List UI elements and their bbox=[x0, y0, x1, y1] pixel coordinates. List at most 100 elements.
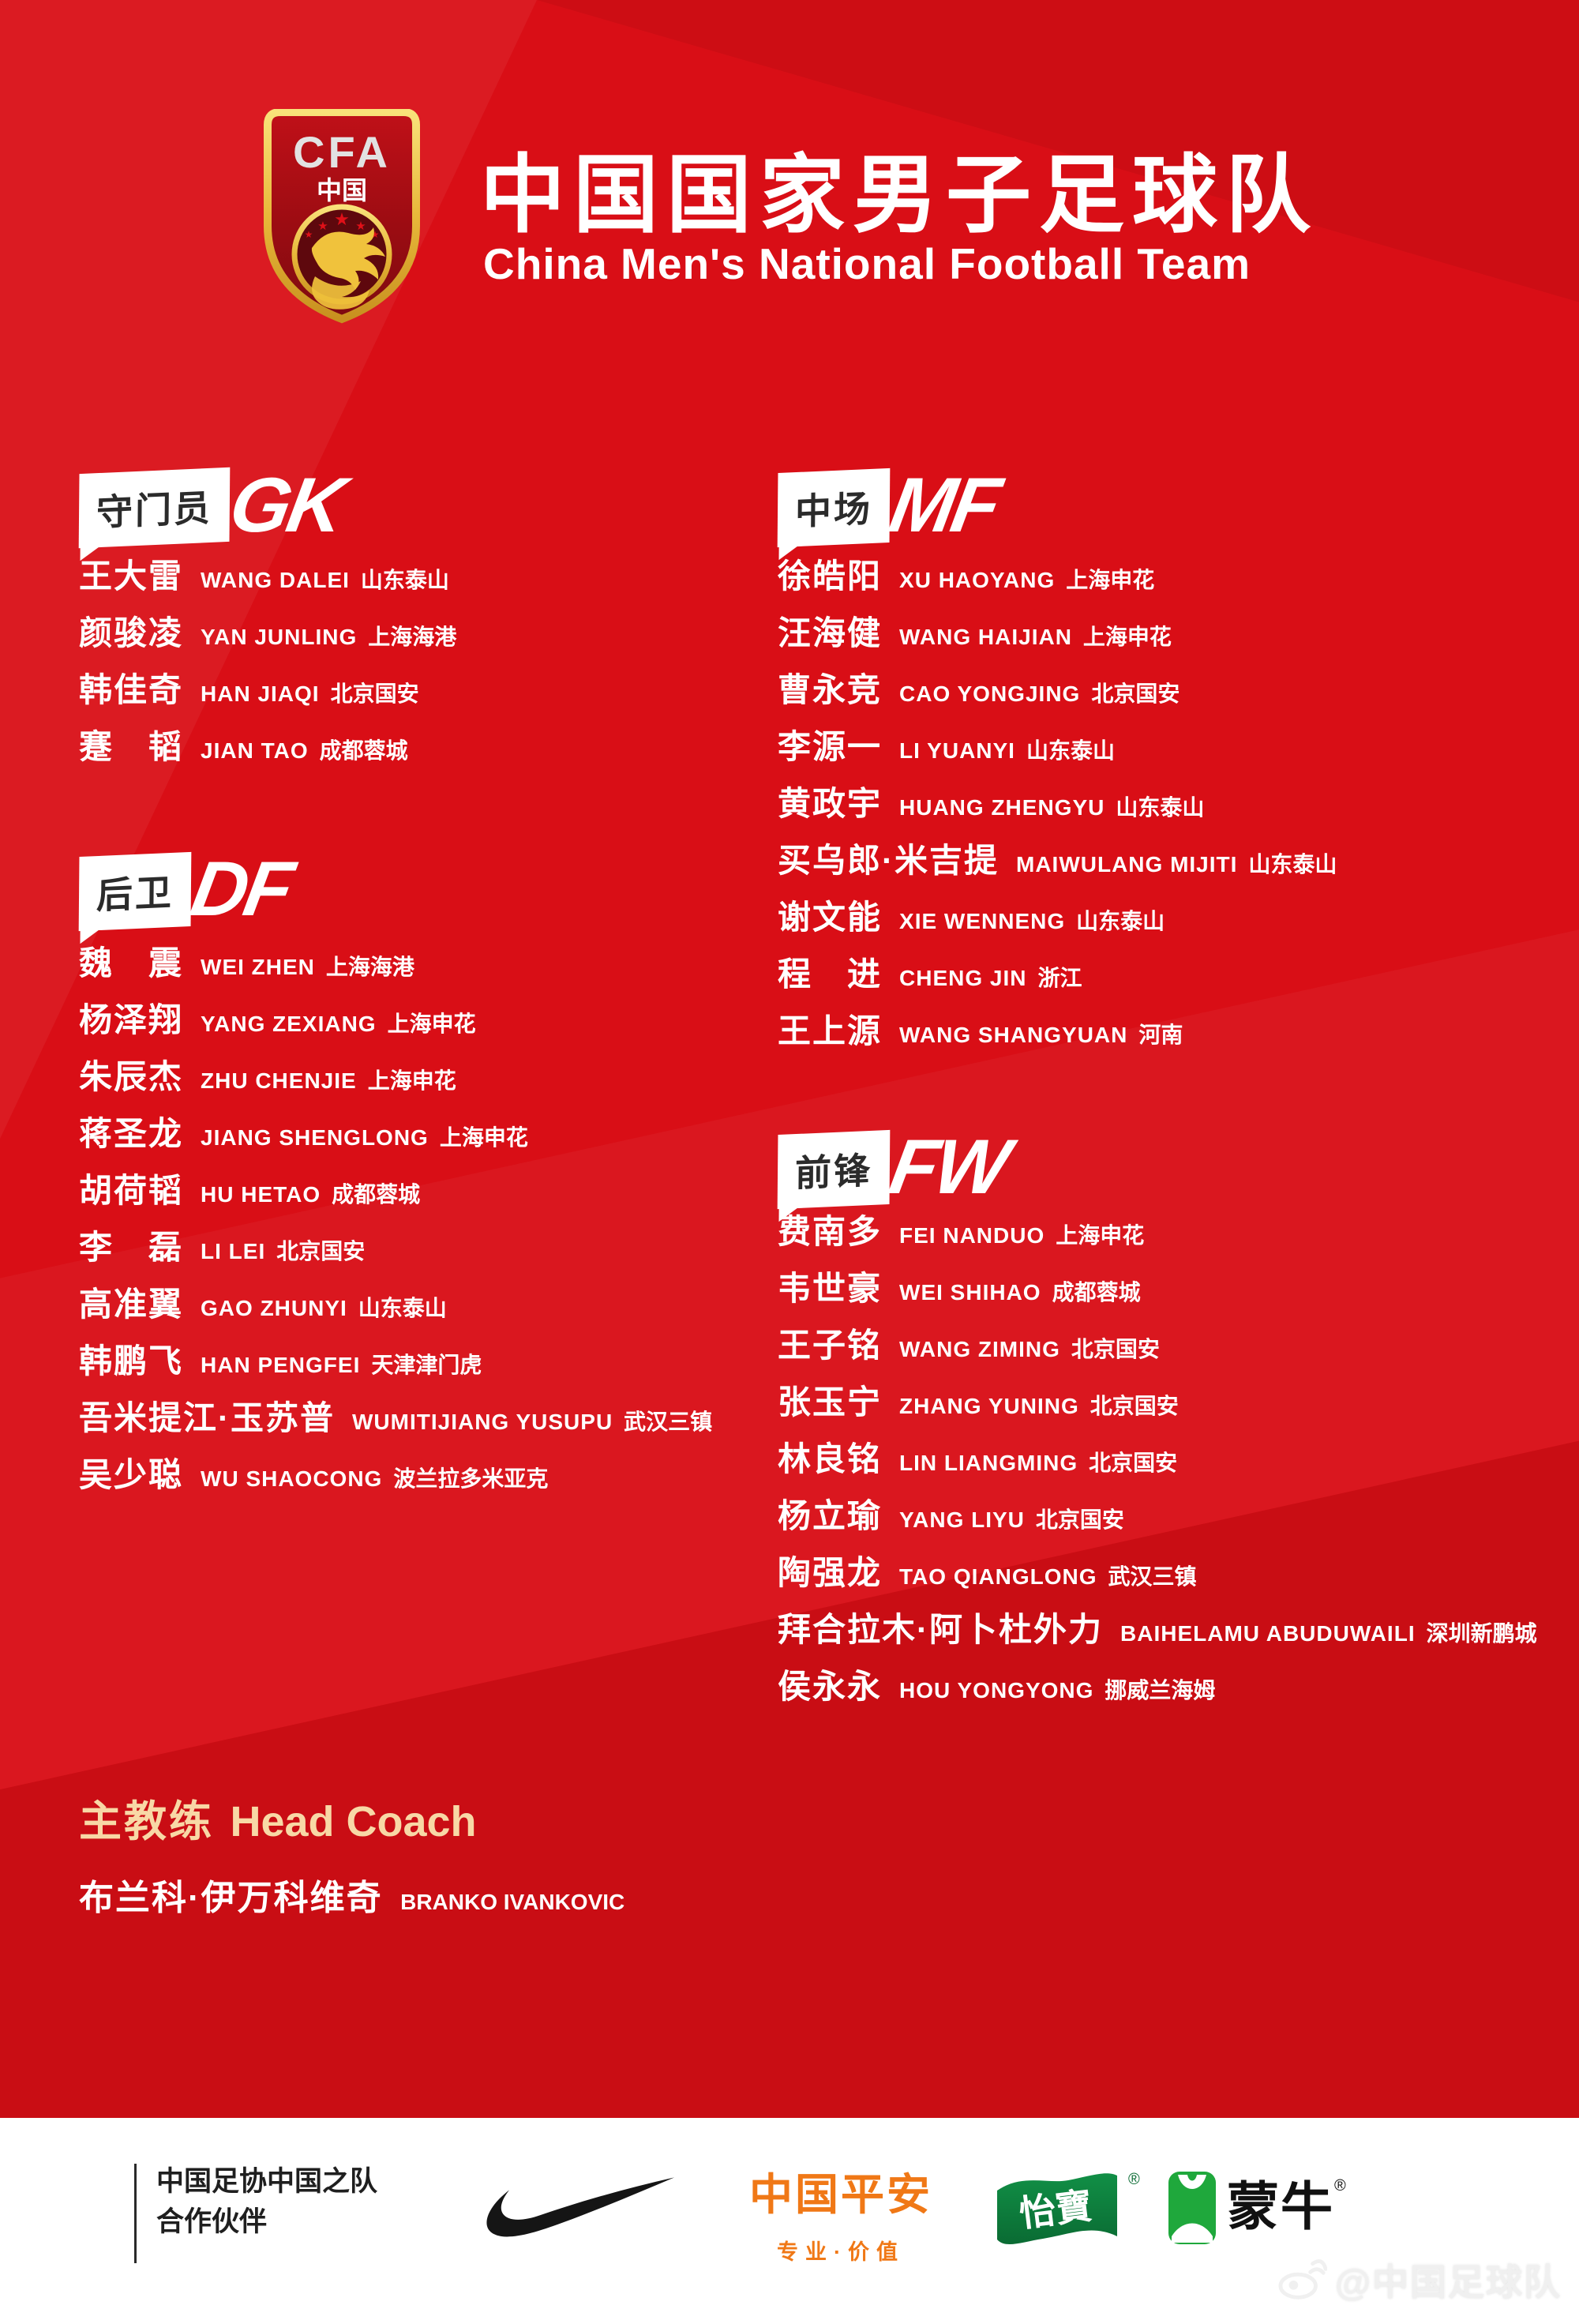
player-name-pinyin: YANG ZEXIANG bbox=[201, 1012, 377, 1036]
sponsor-footer: 中国足协中国之队 合作伙伴 中国平安 专业·价值 怡寶 ® bbox=[0, 2118, 1579, 2324]
section-label-df: 后卫 bbox=[78, 851, 192, 932]
player-name-cn: 朱辰杰 bbox=[79, 1058, 184, 1095]
player-club: 武汉三镇 bbox=[624, 1410, 713, 1434]
player-name-cn: 韩佳奇 bbox=[79, 671, 184, 708]
weibo-watermark: @中国足球队 bbox=[1278, 2254, 1562, 2306]
player-name-cn: 林良铭 bbox=[778, 1440, 883, 1477]
page-subtitle: China Men's National Football Team bbox=[483, 239, 1251, 288]
watermark-handle: @中国足球队 bbox=[1335, 2262, 1562, 2303]
player-name-cn: 韦世豪 bbox=[778, 1270, 883, 1307]
player-row: 张玉宁 ZHANG YUNING 北京国安 bbox=[778, 1374, 1537, 1431]
player-name-pinyin: HU HETAO bbox=[201, 1182, 321, 1207]
player-row: 韦世豪 WEI SHIHAO 成都蓉城 bbox=[778, 1260, 1537, 1317]
player-club: 山东泰山 bbox=[1026, 738, 1115, 763]
player-name-pinyin: LI YUANYI bbox=[899, 738, 1015, 763]
player-name-cn: 徐皓阳 bbox=[778, 558, 883, 595]
player-row: 费南多 FEI NANDUO 上海申花 bbox=[778, 1203, 1537, 1260]
player-row: 朱辰杰 ZHU CHENJIE 上海申花 bbox=[79, 1049, 712, 1106]
player-club: 上海申花 bbox=[1082, 625, 1172, 649]
pingan-name: 中国平安 bbox=[748, 2170, 932, 2219]
player-row: 汪海健 WANG HAIJIAN 上海申花 bbox=[778, 605, 1337, 662]
player-row: 买乌郎·米吉提 MAIWULANG MIJITI 山东泰山 bbox=[778, 832, 1337, 889]
crest-phoenix bbox=[312, 276, 369, 310]
player-club: 山东泰山 bbox=[1116, 795, 1205, 820]
section-abbr-gk: GK bbox=[223, 461, 349, 548]
player-name-pinyin: YAN JUNLING bbox=[201, 625, 358, 649]
section-abbr-fw: FW bbox=[883, 1123, 1014, 1210]
player-club: 北京国安 bbox=[1035, 1507, 1124, 1532]
player-row: 高准翼 GAO ZHUNYI 山东泰山 bbox=[79, 1276, 712, 1333]
player-name-pinyin: WEI ZHEN bbox=[201, 955, 315, 979]
player-name-pinyin: XU HAOYANG bbox=[899, 568, 1056, 592]
player-name-cn: 程 进 bbox=[778, 956, 883, 993]
mengniu-icon bbox=[1168, 2172, 1216, 2244]
player-club: 河南 bbox=[1138, 1023, 1183, 1047]
crest-star: ★ bbox=[355, 220, 366, 233]
player-row: 杨泽翔 YANG ZEXIANG 上海申花 bbox=[79, 992, 712, 1049]
player-row: 徐皓阳 XU HAOYANG 上海申花 bbox=[778, 548, 1337, 605]
player-row: 颜骏凌 YAN JUNLING 上海海港 bbox=[79, 605, 456, 662]
player-club: 上海海港 bbox=[368, 625, 457, 649]
player-name-cn: 曹永竞 bbox=[778, 671, 883, 708]
player-row: 杨立瑜 YANG LIYU 北京国安 bbox=[778, 1488, 1537, 1545]
player-club: 北京国安 bbox=[1090, 1394, 1179, 1418]
player-name-cn: 拜合拉木·阿卜杜外力 bbox=[778, 1611, 1103, 1648]
player-name-pinyin: JIANG SHENGLONG bbox=[201, 1125, 429, 1150]
player-name-cn: 侯永永 bbox=[778, 1668, 883, 1705]
player-row: 胡荷韬 HU HETAO 成都蓉城 bbox=[79, 1162, 712, 1219]
player-name-pinyin: WANG DALEI bbox=[201, 568, 350, 592]
player-name-cn: 高准翼 bbox=[79, 1286, 184, 1323]
section-abbr-df: DF bbox=[185, 845, 298, 932]
player-club: 山东泰山 bbox=[358, 1296, 447, 1320]
player-name-cn: 吾米提江·玉苏普 bbox=[79, 1399, 335, 1436]
player-row: 李源一 LI YUANYI 山东泰山 bbox=[778, 719, 1337, 775]
player-name-pinyin: LI LEI bbox=[201, 1239, 266, 1263]
player-name-pinyin: LIN LIANGMING bbox=[899, 1451, 1078, 1475]
head-coach-label-en: Head Coach bbox=[230, 1798, 477, 1845]
mengniu-name: 蒙牛 bbox=[1227, 2179, 1334, 2236]
player-row: 韩鹏飞 HAN PENGFEI 天津津门虎 bbox=[79, 1333, 712, 1390]
player-name-pinyin: ZHANG YUNING bbox=[899, 1394, 1079, 1418]
player-row: 谢文能 XIE WENNENG 山东泰山 bbox=[778, 889, 1337, 946]
player-name-cn: 杨立瑜 bbox=[778, 1497, 883, 1534]
yibao-logo: 怡寶 ® bbox=[997, 2171, 1140, 2245]
player-club: 北京国安 bbox=[1071, 1337, 1160, 1361]
player-club: 上海申花 bbox=[439, 1125, 528, 1150]
player-row: 蹇 韬 JIAN TAO 成都蓉城 bbox=[79, 719, 456, 775]
player-name-pinyin: CAO YONGJING bbox=[899, 681, 1081, 706]
partner-line-1: 中国足协中国之队 bbox=[156, 2166, 378, 2197]
player-row: 曹永竞 CAO YONGJING 北京国安 bbox=[778, 662, 1337, 719]
player-name-cn: 李 磊 bbox=[79, 1229, 184, 1266]
player-club: 成都蓉城 bbox=[1052, 1280, 1141, 1305]
yibao-name: 怡寶 bbox=[1017, 2185, 1094, 2235]
page-title: 中国国家男子足球队 bbox=[480, 147, 1319, 242]
player-name-pinyin: HAN PENGFEI bbox=[201, 1353, 361, 1377]
mengniu-logo: 蒙牛 ® bbox=[1167, 2170, 1346, 2246]
partner-text: 中国足协中国之队 合作伙伴 bbox=[156, 2162, 377, 2243]
weibo-icon bbox=[1278, 2259, 1328, 2300]
player-row: 魏 震 WEI ZHEN 上海海港 bbox=[79, 935, 712, 992]
player-name-cn: 韩鹏飞 bbox=[79, 1342, 184, 1380]
section-label-fw: 前锋 bbox=[777, 1129, 891, 1210]
player-name-cn: 陶强龙 bbox=[778, 1554, 883, 1591]
player-name-pinyin: WEI SHIHAO bbox=[899, 1280, 1041, 1305]
crest-star: ★ bbox=[305, 229, 313, 240]
player-name-pinyin: YANG LIYU bbox=[899, 1507, 1025, 1532]
player-row: 蒋圣龙 JIANG SHENGLONG 上海申花 bbox=[79, 1106, 712, 1162]
player-name-cn: 张玉宁 bbox=[778, 1384, 883, 1421]
player-club: 山东泰山 bbox=[360, 568, 449, 592]
nike-swoosh-icon bbox=[486, 2177, 675, 2237]
player-name-cn: 蒋圣龙 bbox=[79, 1115, 184, 1152]
player-name-cn: 杨泽翔 bbox=[79, 1001, 184, 1038]
pingan-slogan: 专业·价值 bbox=[777, 2240, 905, 2264]
player-club: 挪威兰海姆 bbox=[1105, 1678, 1216, 1703]
head-coach-name-row: 布兰科·伊万科维奇 BRANKO IVANKOVIC bbox=[79, 1869, 624, 1920]
player-row: 李 磊 LI LEI 北京国安 bbox=[79, 1219, 712, 1276]
player-row: 王上源 WANG SHANGYUAN 河南 bbox=[778, 1003, 1337, 1060]
head-coach-name-en: BRANKO IVANKOVIC bbox=[400, 1890, 625, 1914]
player-name-cn: 李源一 bbox=[778, 728, 883, 765]
player-name-pinyin: WANG SHANGYUAN bbox=[899, 1023, 1128, 1047]
player-club: 北京国安 bbox=[330, 681, 419, 706]
section-header-fw: 前锋 FW bbox=[777, 1123, 1013, 1210]
